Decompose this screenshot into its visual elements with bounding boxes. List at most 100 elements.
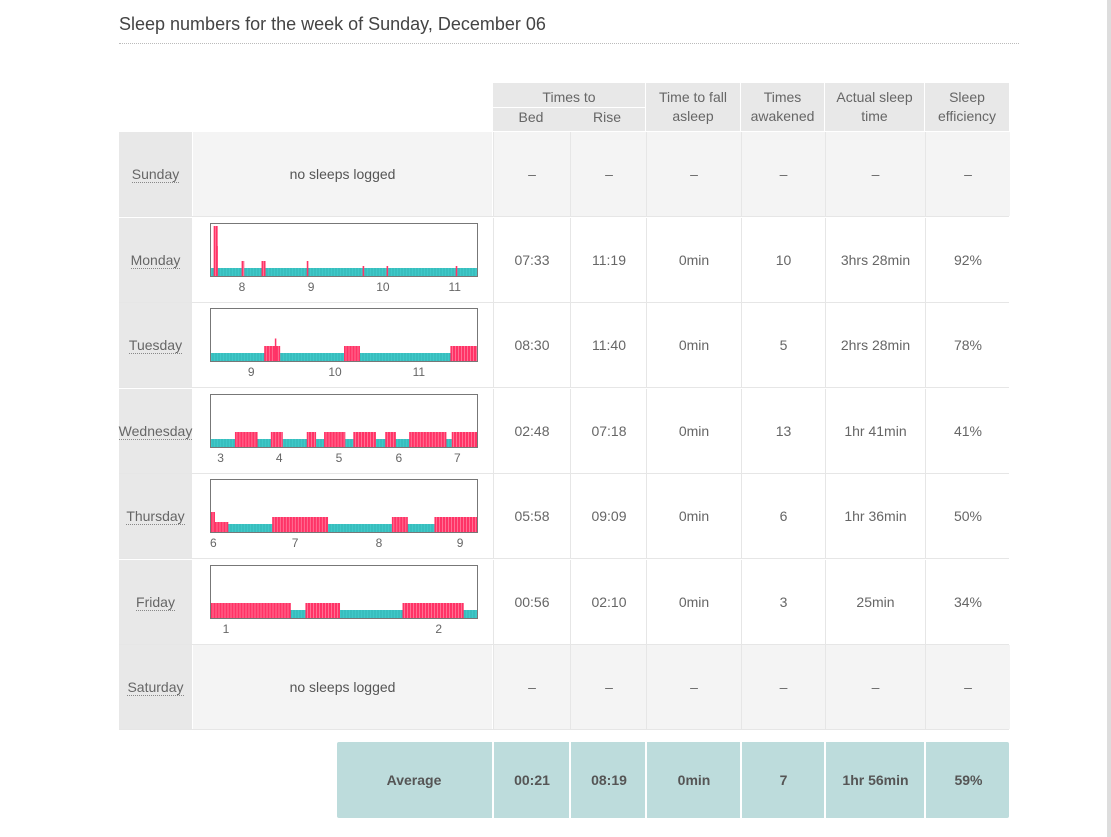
sleep-pattern-svg	[211, 432, 477, 447]
sleep-pattern-chart[interactable]	[210, 479, 478, 533]
sleep-chart-cell: 6 7 8 9	[193, 474, 492, 558]
average-awakened: 7	[740, 742, 825, 818]
cell-eff: –	[925, 132, 1010, 216]
day-row-wednesday: Wednesday 3 4 5 6 7 02:48 07:18 0min 13 1hr 41min 4…	[118, 389, 1010, 474]
day-link[interactable]: Saturday	[119, 645, 192, 729]
cell-actual: 3hrs 28min	[825, 218, 925, 302]
cell-awakened: 13	[741, 389, 825, 473]
awake-segment	[451, 432, 477, 447]
asleep-band	[211, 268, 477, 276]
cell-eff: 50%	[925, 474, 1010, 558]
hour-tick-label: 11	[448, 280, 461, 294]
cell-fall: 0min	[646, 218, 741, 302]
hour-tick-label: 9	[456, 536, 464, 550]
awake-segment	[274, 338, 277, 361]
awake-segment	[216, 246, 218, 276]
cell-rise: 11:40	[570, 303, 647, 387]
day-link[interactable]: Friday	[119, 560, 192, 644]
cell-bed: 05:58	[493, 474, 570, 558]
awake-segment	[385, 432, 396, 447]
cell-bed: 00:56	[493, 560, 570, 644]
cell-eff: –	[925, 645, 1010, 729]
cell-fall: 0min	[646, 560, 741, 644]
day-label[interactable]: Tuesday	[128, 336, 183, 354]
day-row-saturday: Saturday no sleeps logged – – – – – –	[119, 645, 1010, 730]
awake-segment	[214, 522, 229, 532]
hour-tick-label: 5	[335, 451, 343, 465]
sleep-pattern-svg	[211, 226, 477, 276]
cell-rise: –	[570, 645, 647, 729]
awake-segment	[353, 432, 376, 447]
cell-rise: 11:19	[570, 218, 647, 302]
day-label[interactable]: Saturday	[127, 678, 184, 696]
day-label[interactable]: Thursday	[126, 507, 185, 525]
hour-tick-label: 8	[375, 536, 383, 550]
cell-rise: 02:10	[570, 560, 647, 644]
chart-hour-ticks: 6 7 8 9	[210, 536, 476, 552]
day-label[interactable]: Sunday	[131, 165, 180, 183]
asleep-band	[211, 524, 477, 532]
hour-tick-label: 1	[222, 622, 230, 636]
day-link[interactable]: Sunday	[119, 132, 192, 216]
cell-bed: 07:33	[493, 218, 570, 302]
average-label: Average	[386, 772, 442, 788]
asleep-band	[211, 610, 477, 618]
chart-hour-ticks: 3 4 5 6 7	[210, 451, 476, 467]
awake-segment	[455, 266, 458, 276]
sleep-pattern-chart[interactable]	[210, 223, 478, 277]
awake-segment	[306, 432, 317, 447]
day-label[interactable]: Monday	[130, 251, 181, 269]
header-bed: Bed	[518, 109, 544, 125]
sleep-pattern-chart[interactable]	[210, 308, 478, 362]
day-label[interactable]: Friday	[136, 593, 175, 611]
awake-segment	[409, 432, 447, 447]
day-label[interactable]: Wednesday	[118, 422, 193, 440]
awake-segment	[306, 261, 309, 276]
awake-segment	[450, 346, 477, 361]
hour-tick-label: 6	[210, 536, 217, 550]
header-actual-sleep: Actual sleep time	[825, 83, 924, 131]
cell-awakened: 3	[741, 560, 825, 644]
sleep-chart-cell: 9 10 11	[193, 303, 492, 387]
sleep-chart-cell: no sleeps logged	[193, 645, 492, 729]
day-link[interactable]: Tuesday	[119, 303, 192, 387]
cell-fall: 0min	[646, 303, 741, 387]
awake-segment	[362, 266, 365, 276]
awake-segment	[272, 517, 329, 532]
cell-rise: –	[570, 132, 647, 216]
average-rise: 08:19	[569, 742, 647, 818]
awake-segment	[386, 266, 389, 276]
no-sleeps-text: no sleeps logged	[289, 679, 396, 695]
hour-tick-label: 9	[307, 280, 315, 294]
awake-segment	[402, 603, 464, 618]
header-times-to: Times to Bed Rise	[493, 83, 645, 131]
day-row-thursday: Thursday 6 7 8 9 05:58 09:09 0min 6 1hr 36min 50%	[119, 474, 1009, 559]
day-link[interactable]: Thursday	[119, 474, 192, 558]
sleep-pattern-chart[interactable]	[210, 394, 478, 448]
scrollbar[interactable]	[1107, 0, 1111, 837]
cell-bed: 08:30	[493, 303, 570, 387]
day-link[interactable]: Wednesday	[118, 389, 193, 473]
hour-tick-label: 4	[275, 451, 283, 465]
hour-tick-label: 2	[435, 622, 443, 636]
sleep-pattern-svg	[211, 338, 477, 361]
hour-tick-label: 7	[291, 536, 299, 550]
awake-segment	[270, 432, 283, 447]
awake-segment	[434, 517, 477, 532]
cell-actual: 2hrs 28min	[825, 303, 925, 387]
cell-eff: 41%	[925, 389, 1010, 473]
cell-awakened: 5	[741, 303, 825, 387]
day-link[interactable]: Monday	[119, 218, 192, 302]
sleep-pattern-chart[interactable]	[210, 565, 478, 619]
header-rise: Rise	[592, 109, 621, 125]
hour-tick-label: 10	[376, 280, 390, 294]
hour-tick-label: 10	[328, 365, 342, 379]
average-actual-sleep: 1hr 56min	[824, 742, 925, 818]
cell-awakened: 10	[741, 218, 825, 302]
header-efficiency: Sleep efficiency	[925, 83, 1009, 131]
header-times-awakened: Times awakened	[741, 83, 824, 131]
day-row-friday: Friday 1 2 00:56 02:10 0min 3 25min 34%	[119, 560, 1009, 645]
cell-fall: 0min	[646, 389, 741, 473]
